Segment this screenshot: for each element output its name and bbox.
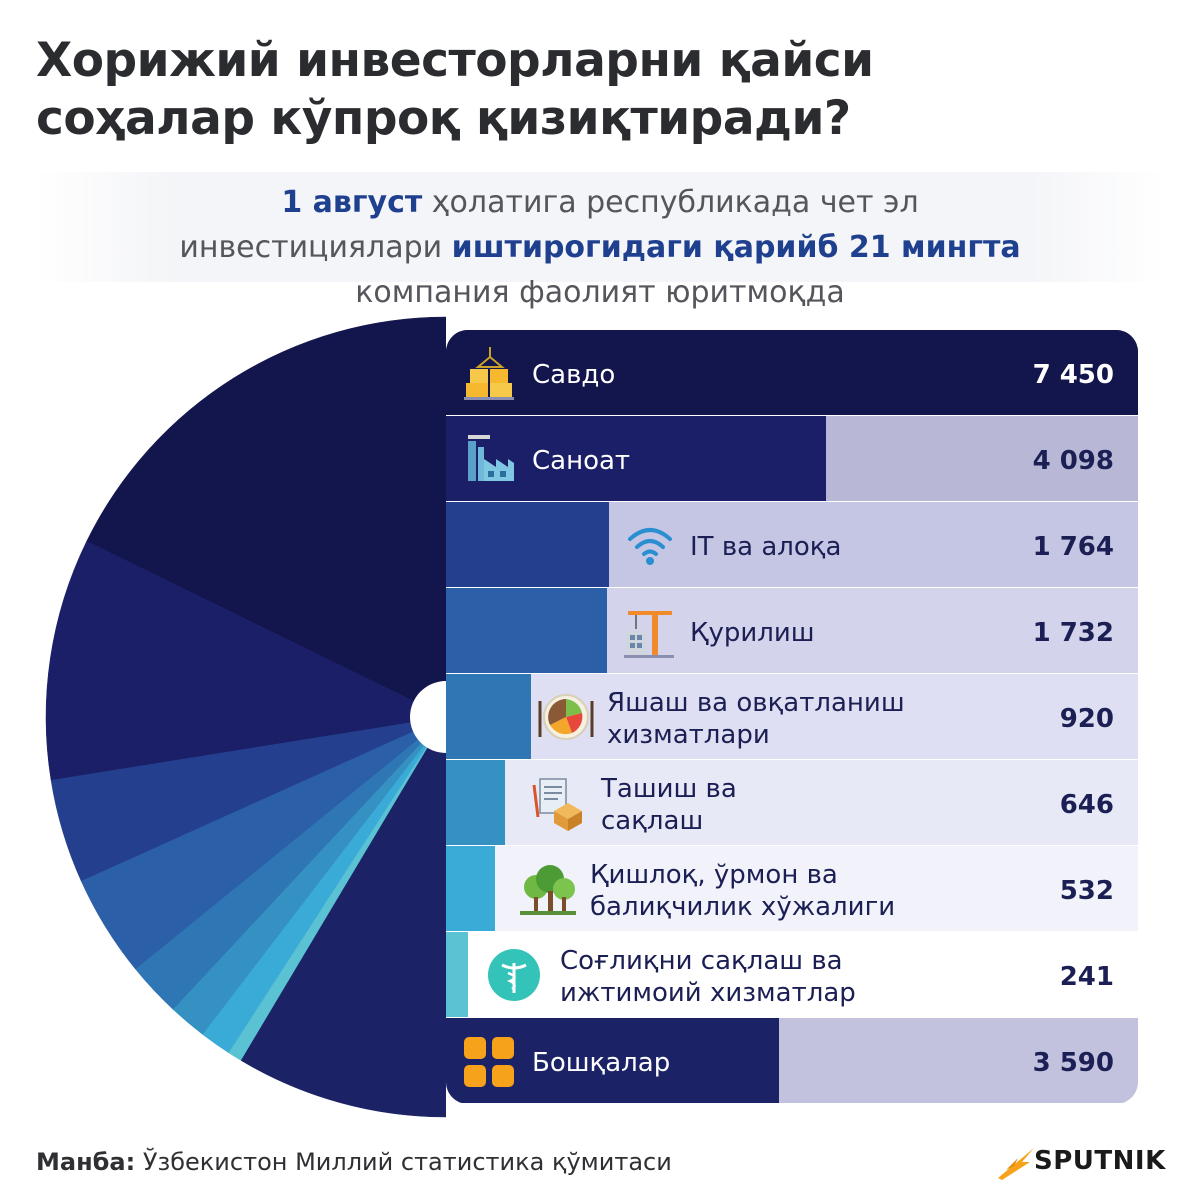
- bar-value-0: 7 450: [1033, 360, 1114, 390]
- pie-slice-0: [86, 316, 446, 718]
- bar-value-5: 646: [1060, 790, 1114, 820]
- food-plate-icon: [538, 694, 594, 740]
- bar-value-2: 1 764: [1033, 532, 1114, 562]
- page-title: Хорижий инвесторларни қайси соҳалар кўпр…: [36, 32, 1036, 148]
- bar-label-2: IT ва алоқа: [690, 532, 841, 562]
- bar-2: [446, 502, 609, 587]
- bar-rows: Савдо 7 450 Саноат 4 098 IT ва алоқа 1 764 Қур…: [446, 330, 1138, 1103]
- bar-6: [446, 846, 495, 931]
- bar-row-5: Ташиш ва сақлаш 646: [446, 760, 1138, 845]
- bar-row-8: Бошқалар 3 590: [446, 1018, 1138, 1103]
- subtitle-line-2: инвестициялари иштирогидаги қарийб 21 ми…: [40, 225, 1160, 270]
- bar-value-8: 3 590: [1033, 1048, 1114, 1078]
- bar-label-0: Савдо: [532, 360, 615, 390]
- subtitle-line-1: 1 август ҳолатига республикада чет эл: [40, 180, 1160, 225]
- subtitle-text-2: инвестициялари: [179, 230, 452, 265]
- bar-label-1: Саноат: [532, 446, 630, 476]
- title-line-1: Хорижий инвесторларни қайси: [36, 33, 874, 88]
- bar-3: [446, 588, 607, 673]
- pie-slice-1: [45, 540, 446, 781]
- bar-label-7: Соғлиқни сақлаш ва ижтимоий хизматлар: [560, 946, 856, 1008]
- bar-row-7: Соғлиқни сақлаш ва ижтимоий хизматлар 241: [446, 932, 1138, 1017]
- bar-label-5: Ташиш ва сақлаш: [600, 774, 737, 836]
- source-text: Ўзбекистон Миллий статистика қўмитаси: [135, 1148, 672, 1176]
- bar-5: [446, 760, 505, 845]
- crane-icon: [624, 611, 674, 658]
- bar-row-1: Саноат 4 098: [446, 416, 1138, 501]
- bar-8: [446, 1018, 779, 1103]
- bar-label-6: Қишлоқ, ўрмон ва балиқчилик хўжалиги: [590, 860, 895, 922]
- bar-row-4: Яшаш ва овқатланиш хизматлари 920: [446, 674, 1138, 759]
- subtitle-line-3: компания фаолият юритмоқда: [355, 275, 845, 310]
- bar-row-0: Савдо 7 450: [446, 330, 1138, 415]
- boxes-icon: [464, 347, 514, 400]
- wifi-icon: [628, 528, 672, 565]
- sputnik-logo: SPUTNIK: [996, 1140, 1176, 1184]
- bar-row-6: Қишлоқ, ўрмон ва балиқчилик хўжалиги 532: [446, 846, 1138, 931]
- pie-slice-8: [240, 716, 446, 1118]
- bar-7: [446, 932, 468, 1017]
- sputnik-logo-text: SPUTNIK: [1034, 1146, 1166, 1176]
- bar-1: [446, 416, 826, 501]
- bar-4: [446, 674, 531, 759]
- bar-label-3: Қурилиш: [690, 618, 815, 648]
- bar-value-3: 1 732: [1033, 618, 1114, 648]
- bar-value-4: 920: [1060, 704, 1114, 734]
- bar-label-4: Яшаш ва овқатланиш хизматлари: [607, 688, 905, 750]
- grid-icon: [464, 1037, 514, 1087]
- medical-icon: [488, 949, 540, 1001]
- source-label: Манба:: [36, 1148, 136, 1176]
- bar-row-background: [446, 932, 1138, 1017]
- bar-value-6: 532: [1060, 876, 1114, 906]
- pie-slices: [45, 316, 446, 1118]
- subtitle: 1 август ҳолатига республикада чет эл ин…: [40, 180, 1160, 315]
- sputnik-logo-mark: [998, 1148, 1034, 1180]
- bar-row-3: Қурилиш 1 732: [446, 588, 1138, 673]
- trees-icon: [520, 865, 576, 915]
- subtitle-text-1: ҳолатига республикада чет эл: [422, 185, 919, 220]
- title-line-2: соҳалар кўпроқ қизиқтиради?: [36, 91, 851, 146]
- subtitle-count: иштирогидаги қарийб 21 мингта: [451, 230, 1021, 265]
- source-note: Манба: Ўзбекистон Миллий статистика қўми…: [36, 1148, 672, 1176]
- bar-row-2: IT ва алоқа 1 764: [446, 502, 1138, 587]
- bar-0: [446, 330, 1138, 415]
- delivery-box-icon: [532, 778, 582, 831]
- bar-value-1: 4 098: [1033, 446, 1114, 476]
- subtitle-background: [34, 172, 1166, 282]
- factory-icon: [468, 435, 514, 481]
- bar-label-8: Бошқалар: [532, 1048, 670, 1078]
- bar-value-7: 241: [1060, 962, 1114, 992]
- subtitle-date: 1 август: [281, 185, 423, 220]
